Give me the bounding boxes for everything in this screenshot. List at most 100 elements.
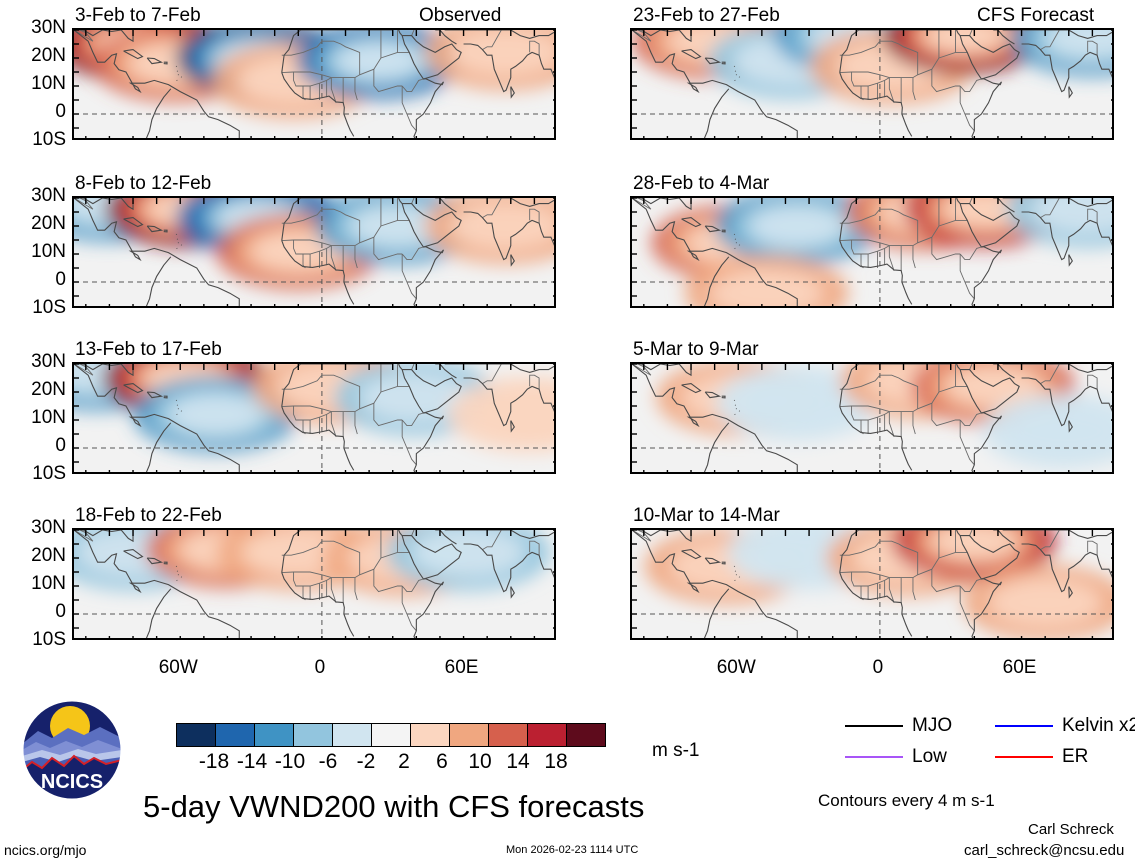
anomaly-field <box>74 530 554 638</box>
legend-line-swatch <box>845 724 903 727</box>
colorbar-tick-label: -6 <box>318 750 338 773</box>
legend-item-er[interactable]: ER <box>995 747 1088 766</box>
anomaly-field <box>632 30 1112 138</box>
y-tick-label: 0 <box>55 269 66 290</box>
colorbar-tick-label: -14 <box>236 750 268 773</box>
map-panel-obs-3[interactable] <box>72 362 556 474</box>
map-panel-obs-1[interactable] <box>72 28 556 140</box>
map-panel-fcst-3[interactable] <box>630 362 1114 474</box>
legend-label: ER <box>1062 746 1089 767</box>
colorbar-tick-label: 18 <box>544 750 568 773</box>
anomaly-field <box>74 364 554 472</box>
colorbar-segment-9 <box>527 724 566 746</box>
political-borders <box>74 530 540 632</box>
colorbar-segment-8 <box>488 724 527 746</box>
colorbar-segment-7 <box>449 724 488 746</box>
y-tick-label: 10S <box>32 463 66 484</box>
panel-title-obs-2: 8-Feb to 12-Feb <box>75 173 212 194</box>
column-header-right: CFS Forecast <box>977 5 1095 26</box>
political-borders <box>632 364 1098 466</box>
colorbar-units-label: m s-1 <box>652 740 700 761</box>
anomaly-field <box>632 364 1112 472</box>
contour-interval-note: Contours every 4 m s-1 <box>818 791 995 810</box>
y-tick-label: 10N <box>31 573 66 594</box>
legend-line-swatch <box>995 755 1053 758</box>
x-tick-label: 60W <box>158 657 198 678</box>
axis-ticks <box>632 364 1112 472</box>
legend-item-mjo[interactable]: MJO <box>845 716 952 735</box>
y-tick-label: 20N <box>31 379 66 400</box>
political-borders <box>632 530 1098 632</box>
political-borders <box>74 198 540 300</box>
panel-title-fcst-2: 28-Feb to 4-Mar <box>633 173 770 194</box>
legend-item-low[interactable]: Low <box>845 747 947 766</box>
generation-timestamp: Mon 2026-02-23 1114 UTC <box>506 844 639 856</box>
panel-title-fcst-4: 10-Mar to 14-Mar <box>633 505 780 526</box>
political-borders <box>632 198 1098 300</box>
colorbar-tick-label: 6 <box>436 750 448 773</box>
axis-ticks <box>74 30 554 138</box>
y-tick-label: 10S <box>32 297 66 318</box>
y-tick-label: 10S <box>32 129 66 150</box>
legend-item-kelvin-x2[interactable]: Kelvin x2 <box>995 716 1135 735</box>
legend-line-swatch <box>845 755 903 758</box>
political-borders <box>74 364 540 466</box>
y-tick-label: 20N <box>31 213 66 234</box>
legend-label: MJO <box>912 715 953 736</box>
colorbar-segment-10 <box>566 724 605 746</box>
map-panel-fcst-2[interactable] <box>630 196 1114 308</box>
legend-line-swatch <box>995 724 1053 727</box>
anomaly-field <box>632 530 1112 638</box>
panel-title-obs-1: 3-Feb to 7-Feb <box>75 5 201 26</box>
colorbar-segment-2 <box>254 724 293 746</box>
y-tick-label: 20N <box>31 545 66 566</box>
y-tick-label: 30N <box>31 351 66 372</box>
coastlines <box>74 364 554 472</box>
y-tick-label: 30N <box>31 185 66 206</box>
y-tick-label: 10S <box>32 629 66 650</box>
coastlines <box>632 364 1112 472</box>
y-tick-label: 10N <box>31 73 66 94</box>
map-panel-fcst-1[interactable] <box>630 28 1114 140</box>
y-tick-label: 0 <box>55 101 66 122</box>
map-panel-fcst-4[interactable] <box>630 528 1114 640</box>
colorbar-tick-label: 2 <box>398 750 410 773</box>
axis-ticks <box>632 530 1112 638</box>
panel-title-obs-3: 13-Feb to 17-Feb <box>75 339 222 360</box>
panel-title-fcst-1: 23-Feb to 27-Feb <box>633 5 780 26</box>
y-tick-label: 30N <box>31 517 66 538</box>
x-tick-label: 0 <box>872 657 884 678</box>
colorbar-tick-label: 14 <box>506 750 530 773</box>
anomaly-field <box>74 30 554 138</box>
legend-label: Kelvin x2 <box>1062 715 1135 736</box>
y-tick-label: 10N <box>31 241 66 262</box>
axis-ticks <box>632 198 1112 306</box>
colorbar-segment-5 <box>371 724 410 746</box>
panel-title-fcst-3: 5-Mar to 9-Mar <box>633 339 759 360</box>
colorbar-tick-label: 10 <box>468 750 492 773</box>
x-tick-label: 60W <box>716 657 756 678</box>
y-tick-label: 20N <box>31 45 66 66</box>
map-panel-obs-4[interactable] <box>72 528 556 640</box>
column-header-left: Observed <box>419 5 502 26</box>
panel-title-obs-4: 18-Feb to 22-Feb <box>75 505 222 526</box>
colorbar-segment-4 <box>332 724 371 746</box>
x-tick-label: 60E <box>444 657 479 678</box>
ncics-logo-text: NCICS <box>41 771 103 793</box>
anomaly-field <box>74 198 554 306</box>
colorbar-segment-6 <box>410 724 449 746</box>
x-tick-label: 60E <box>1002 657 1037 678</box>
x-tick-label: 0 <box>314 657 326 678</box>
author-email[interactable]: carl_schreck@ncsu.edu <box>964 842 1125 859</box>
anomaly-field <box>632 198 1112 306</box>
site-url[interactable]: ncics.org/mjo <box>4 842 87 858</box>
political-borders <box>632 30 1098 132</box>
y-tick-label: 30N <box>31 17 66 38</box>
map-panel-obs-2[interactable] <box>72 196 556 308</box>
colorbar[interactable] <box>176 723 606 747</box>
ncics-logo[interactable]: NCICS <box>22 700 122 800</box>
author-name: Carl Schreck <box>1028 821 1114 838</box>
main-title: 5-day VWND200 with CFS forecasts <box>143 789 645 824</box>
coastlines <box>74 30 554 138</box>
ncics-logo-graphic: NCICS <box>22 700 122 800</box>
